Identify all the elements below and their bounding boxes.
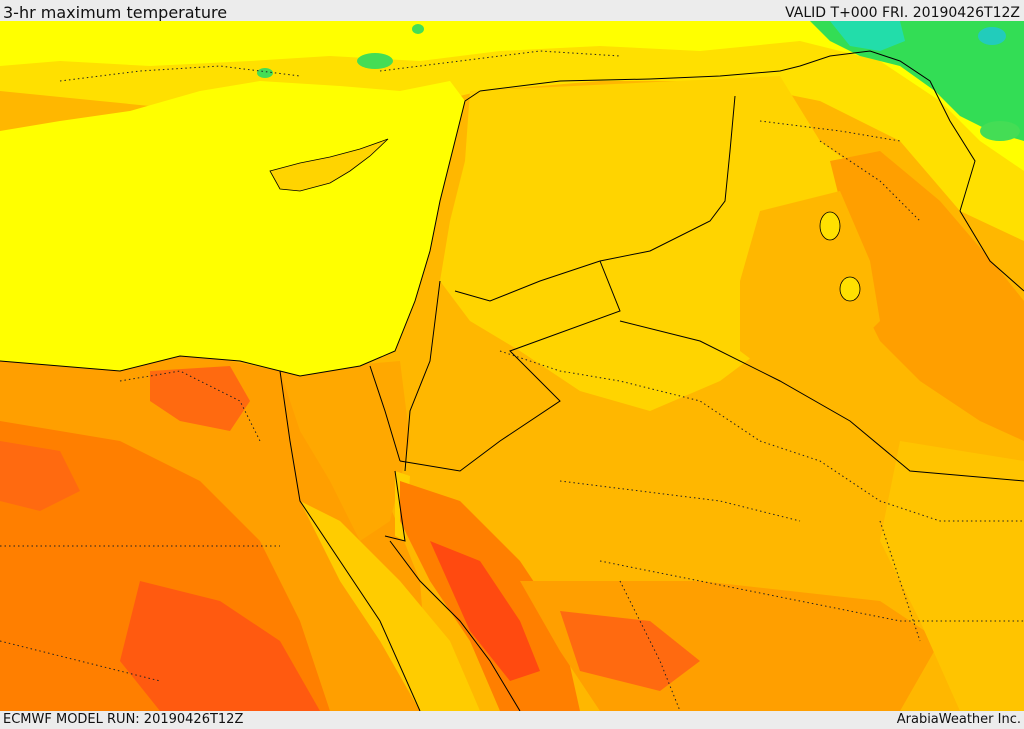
cyprus <box>269 138 389 192</box>
africa-west-red <box>0 441 80 511</box>
footer-bar: ECMWF MODEL RUN: 20190426T12Z ArabiaWeat… <box>0 711 1024 729</box>
red-sea-coast-east <box>389 540 521 711</box>
saudi-east-gold <box>880 441 1024 711</box>
border-syria-iraq <box>454 95 736 302</box>
map-canvas <box>0 21 1024 711</box>
northern-yellow-zone <box>0 21 1024 171</box>
model-run-label: ECMWF MODEL RUN: 20190426T12Z <box>3 712 244 727</box>
green-patch-ne <box>810 21 1024 141</box>
iraq-orange-zone <box>830 151 1024 441</box>
red-sea-coast-west <box>279 370 421 711</box>
map-title: 3-hr maximum temperature <box>3 3 228 22</box>
green-spot-3 <box>412 24 424 34</box>
lake-1 <box>819 211 841 241</box>
green-spot-1 <box>357 53 393 69</box>
border-jordan <box>399 260 621 472</box>
admin-boundaries <box>0 50 1024 711</box>
valid-time-label: VALID T+000 FRI. 20190426T12Z <box>785 5 1020 21</box>
border-iraq-saudi <box>619 320 1024 482</box>
green-spot-2 <box>257 68 273 78</box>
lake-2 <box>839 276 861 302</box>
border-turkey-syria <box>479 50 976 212</box>
northern-cool-zone <box>0 21 1024 241</box>
iraq-light-orange-band <box>740 191 880 381</box>
teal-spot <box>978 27 1006 45</box>
red-sea <box>300 501 480 711</box>
gulf-persian-coast <box>959 210 1024 292</box>
border-israel <box>404 280 441 472</box>
temperature-map[interactable] <box>0 21 1024 711</box>
egypt-red-zone <box>120 581 320 711</box>
sinai-orange <box>280 361 410 541</box>
nile-delta-red <box>150 366 250 431</box>
green-spot-4 <box>980 121 1020 141</box>
credit-label: ArabiaWeather Inc. <box>896 712 1021 727</box>
saudi-red-patch <box>560 611 700 691</box>
gulf-coast <box>384 470 406 542</box>
border-egypt-sinai <box>369 365 401 462</box>
teal-patch-ne <box>830 21 905 51</box>
coastline <box>0 90 481 377</box>
mediterranean-sea <box>0 81 465 376</box>
header-bar: 3-hr maximum temperature VALID T+000 FRI… <box>0 0 1024 22</box>
saudi-coast-deep-red <box>430 541 540 681</box>
